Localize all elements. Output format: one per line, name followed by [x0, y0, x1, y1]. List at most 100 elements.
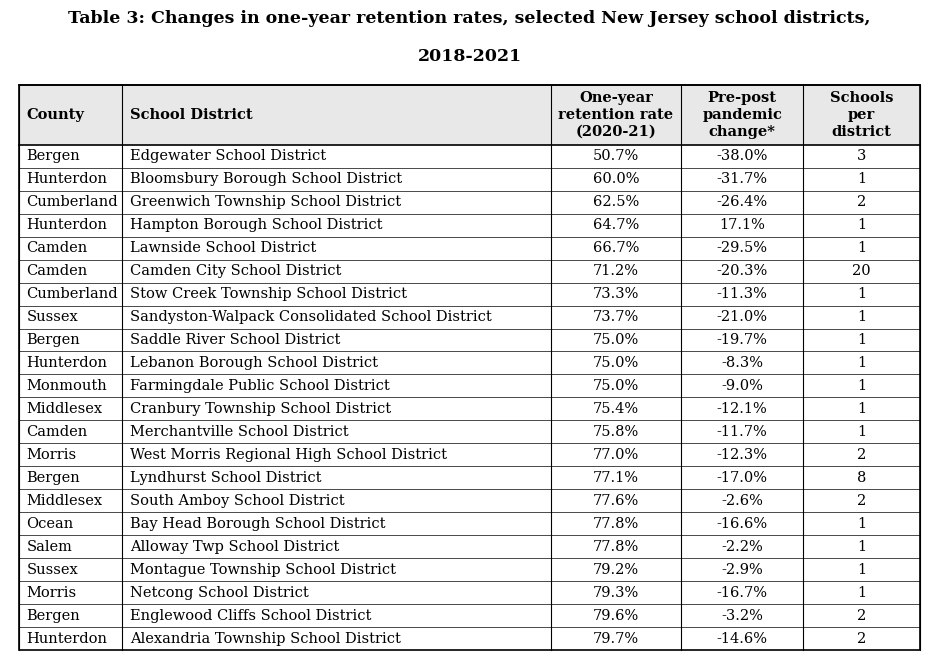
Text: 77.8%: 77.8%: [593, 540, 639, 554]
Text: Monmouth: Monmouth: [26, 379, 107, 393]
Text: 17.1%: 17.1%: [719, 218, 765, 232]
Text: 77.6%: 77.6%: [593, 494, 639, 508]
Text: Merchantville School District: Merchantville School District: [130, 425, 348, 439]
Text: Sandyston-Walpack Consolidated School District: Sandyston-Walpack Consolidated School Di…: [130, 310, 492, 324]
Text: 1: 1: [857, 172, 866, 186]
Text: Table 3: Changes in one-year retention rates, selected New Jersey school distric: Table 3: Changes in one-year retention r…: [69, 10, 870, 27]
Text: 2: 2: [857, 494, 867, 508]
Text: Middlesex: Middlesex: [26, 494, 102, 508]
Text: Morris: Morris: [26, 586, 76, 600]
Text: Farmingdale Public School District: Farmingdale Public School District: [130, 379, 390, 393]
Bar: [19, 627, 920, 650]
Text: 1: 1: [857, 287, 866, 301]
Bar: [19, 85, 920, 145]
Text: 1: 1: [857, 218, 866, 232]
Text: 77.0%: 77.0%: [593, 448, 639, 462]
Text: Morris: Morris: [26, 448, 76, 462]
Text: -26.4%: -26.4%: [716, 195, 768, 209]
Text: Hunterdon: Hunterdon: [26, 172, 107, 186]
Bar: [19, 443, 920, 466]
Text: 73.3%: 73.3%: [593, 287, 639, 301]
Text: Ocean: Ocean: [26, 517, 73, 531]
Bar: [19, 604, 920, 627]
Bar: [19, 237, 920, 260]
Text: Camden: Camden: [26, 241, 87, 255]
Bar: [19, 374, 920, 397]
Text: 75.0%: 75.0%: [593, 356, 639, 370]
Text: Pre-post
pandemic
change*: Pre-post pandemic change*: [702, 91, 782, 139]
Text: -2.9%: -2.9%: [721, 563, 763, 577]
Text: Netcong School District: Netcong School District: [130, 586, 309, 600]
Text: Cumberland: Cumberland: [26, 195, 118, 209]
Bar: [19, 558, 920, 581]
Bar: [19, 85, 920, 650]
Text: Hunterdon: Hunterdon: [26, 218, 107, 232]
Text: -12.1%: -12.1%: [716, 402, 767, 416]
Text: 60.0%: 60.0%: [593, 172, 639, 186]
Text: Bergen: Bergen: [26, 609, 80, 623]
Text: -11.3%: -11.3%: [716, 287, 767, 301]
Text: -2.6%: -2.6%: [721, 494, 763, 508]
Bar: [19, 214, 920, 237]
Text: -21.0%: -21.0%: [716, 310, 768, 324]
Text: Alloway Twp School District: Alloway Twp School District: [130, 540, 339, 554]
Text: -17.0%: -17.0%: [716, 471, 768, 485]
Text: Hunterdon: Hunterdon: [26, 632, 107, 646]
Text: -12.3%: -12.3%: [716, 448, 768, 462]
Bar: [19, 535, 920, 558]
Text: 3: 3: [857, 149, 867, 163]
Text: Schools
per
district: Schools per district: [830, 91, 893, 139]
Bar: [19, 489, 920, 512]
Text: 1: 1: [857, 586, 866, 600]
Bar: [19, 168, 920, 191]
Text: South Amboy School District: South Amboy School District: [130, 494, 345, 508]
Text: 1: 1: [857, 333, 866, 347]
Text: 79.3%: 79.3%: [593, 586, 639, 600]
Text: Lyndhurst School District: Lyndhurst School District: [130, 471, 321, 485]
Text: 1: 1: [857, 356, 866, 370]
Text: 1: 1: [857, 563, 866, 577]
Text: Bloomsbury Borough School District: Bloomsbury Borough School District: [130, 172, 402, 186]
Text: Stow Creek Township School District: Stow Creek Township School District: [130, 287, 407, 301]
Text: 71.2%: 71.2%: [593, 264, 639, 278]
Text: Greenwich Township School District: Greenwich Township School District: [130, 195, 401, 209]
Bar: [19, 397, 920, 420]
Text: 1: 1: [857, 402, 866, 416]
Text: 2: 2: [857, 195, 867, 209]
Text: Montague Township School District: Montague Township School District: [130, 563, 396, 577]
Bar: [19, 351, 920, 374]
Text: Edgewater School District: Edgewater School District: [130, 149, 326, 163]
Text: 77.1%: 77.1%: [593, 471, 639, 485]
Bar: [19, 283, 920, 306]
Text: Lawnside School District: Lawnside School District: [130, 241, 316, 255]
Text: -19.7%: -19.7%: [716, 333, 767, 347]
Text: 75.0%: 75.0%: [593, 333, 639, 347]
Text: Cumberland: Cumberland: [26, 287, 118, 301]
Bar: [19, 260, 920, 283]
Bar: [19, 466, 920, 489]
Text: Sussex: Sussex: [26, 563, 78, 577]
Text: Bay Head Borough School District: Bay Head Borough School District: [130, 517, 385, 531]
Text: 77.8%: 77.8%: [593, 517, 639, 531]
Bar: [19, 145, 920, 168]
Text: -14.6%: -14.6%: [716, 632, 768, 646]
Bar: [19, 420, 920, 443]
Text: 79.2%: 79.2%: [593, 563, 639, 577]
Text: 75.0%: 75.0%: [593, 379, 639, 393]
Text: 64.7%: 64.7%: [593, 218, 639, 232]
Text: 79.7%: 79.7%: [593, 632, 639, 646]
Bar: [19, 512, 920, 535]
Text: -8.3%: -8.3%: [721, 356, 763, 370]
Text: Cranbury Township School District: Cranbury Township School District: [130, 402, 391, 416]
Text: -16.7%: -16.7%: [716, 586, 768, 600]
Text: 2018-2021: 2018-2021: [418, 48, 521, 65]
Text: One-year
retention rate
(2020-21): One-year retention rate (2020-21): [559, 91, 673, 139]
Text: Middlesex: Middlesex: [26, 402, 102, 416]
Text: Hunterdon: Hunterdon: [26, 356, 107, 370]
Text: 62.5%: 62.5%: [593, 195, 639, 209]
Text: 1: 1: [857, 379, 866, 393]
Text: -38.0%: -38.0%: [716, 149, 768, 163]
Text: 2: 2: [857, 609, 867, 623]
Text: Bergen: Bergen: [26, 471, 80, 485]
Text: 2: 2: [857, 632, 867, 646]
